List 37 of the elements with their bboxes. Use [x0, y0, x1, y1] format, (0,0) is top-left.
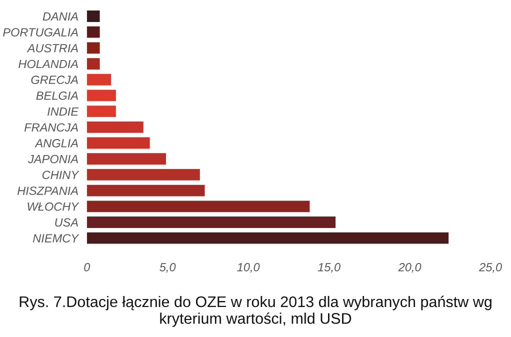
y-tick-label: AUSTRIA [26, 44, 78, 52]
bar [86, 26, 100, 38]
y-tick-label: INDIE [48, 107, 79, 116]
bar [86, 10, 100, 22]
y-tick-label: FRANCJA [24, 123, 78, 132]
x-tick-label: 0 [84, 262, 90, 272]
y-tick-label: WŁOCHY [28, 202, 80, 211]
bar [86, 121, 144, 133]
y-tick-label: GRECJA [31, 76, 78, 84]
y-tick-label: CHINY [42, 170, 80, 180]
bar [86, 137, 150, 149]
y-tick-label: USA [55, 218, 78, 227]
x-tick-label: 15,0 [318, 262, 340, 273]
bar [86, 200, 310, 212]
y-tick-label: PORTUGALIA [3, 28, 78, 36]
y-tick-label: ANGLIA [34, 139, 78, 148]
bar [86, 216, 336, 228]
bar [86, 74, 112, 86]
x-tick-label: 10,0 [237, 262, 260, 273]
x-tick-label: 20,0 [398, 262, 422, 273]
bar [86, 90, 116, 102]
y-tick-label: BELGIA [36, 92, 78, 100]
bar [86, 232, 449, 244]
bar [86, 153, 166, 165]
bar [86, 184, 205, 196]
x-tick-label: 25,0 [479, 262, 502, 273]
bar [86, 42, 100, 54]
y-tick-label: DANIA [42, 12, 78, 21]
y-tick-label: JAPONIA [28, 154, 78, 164]
x-tick-label: 5,0 [160, 262, 176, 273]
y-tick-label: HOLANDIA [18, 60, 78, 68]
bar [86, 106, 116, 118]
text: Rys. 7.Dotacje łącznie do OZE w roku 2013 dla wybranych państw wg kryterium wartości, mld USD [20, 296, 492, 327]
bar [86, 58, 100, 70]
y-tick-label: HISZPANIA [17, 186, 78, 195]
bar [86, 169, 200, 180]
y-tick-label: NIEMCY [32, 234, 80, 242]
